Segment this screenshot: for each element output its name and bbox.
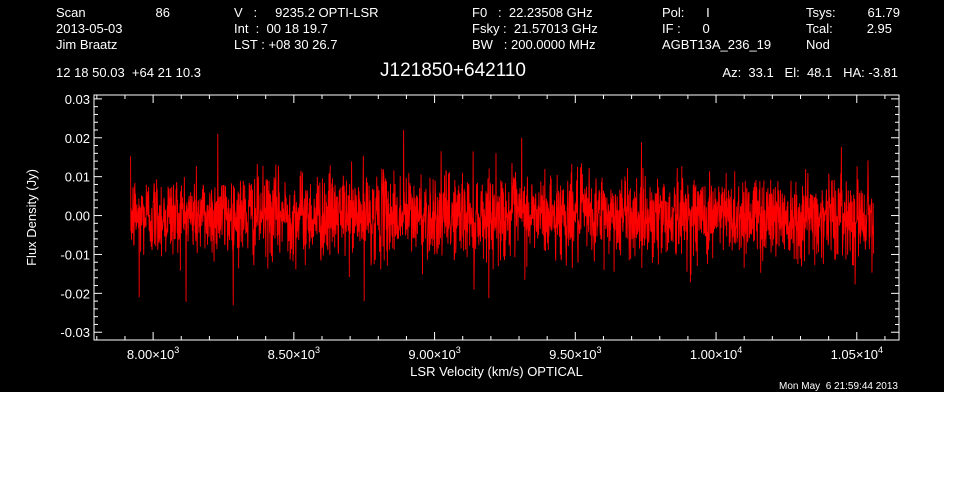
integration-time: Int : 00 18 19.7: [234, 21, 328, 36]
spectrum-trace-layer: [130, 129, 875, 306]
plot-frame: [93, 94, 900, 341]
y-tick-label: 0.01: [65, 170, 90, 185]
y-tick-label: -0.02: [60, 286, 90, 301]
y-tick-label: -0.03: [60, 325, 90, 340]
x-axis-label: LSR Velocity (km/s) OPTICAL: [410, 364, 583, 379]
bandwidth: BW : 200.0000 MHz: [472, 37, 596, 52]
axis-layer: 8.00×103 8.50×103 9.00×103 9.50×103 1.00×104…: [60, 92, 899, 362]
y-tick-label: 0.03: [65, 92, 90, 107]
x-tick-label: 9.00×103: [408, 345, 460, 362]
y-tick-label: 0.02: [65, 131, 90, 146]
y-axis-label: Flux Density (Jy): [24, 169, 39, 266]
plot-panel: Scan 86 2013-05-03 Jim Braatz V : 9235.2…: [0, 0, 944, 392]
rest-frequency: F0 : 22.23508 GHz: [472, 5, 593, 20]
observing-mode: Nod: [806, 37, 830, 52]
tcal-label: Tcal:: [806, 21, 833, 36]
x-tick-label: 8.50×103: [268, 345, 320, 362]
source-coordinates: 12 18 50.03 +64 21 10.3: [56, 65, 201, 80]
if-number: IF : 0: [662, 21, 710, 36]
scan-number: 86: [155, 5, 170, 20]
tsys-value: 61.79: [867, 5, 900, 20]
source-name: J121850+642110: [380, 60, 526, 81]
observer-name: Jim Braatz: [56, 37, 118, 52]
spectrum-series-line: [130, 129, 875, 306]
x-tick-label: 1.05×104: [831, 345, 883, 362]
timestamp: Mon May 6 21:59:44 2013: [779, 381, 898, 392]
observation-date: 2013-05-03: [56, 21, 123, 36]
scan-label: Scan: [56, 5, 86, 20]
project-id: AGBT13A_236_19: [662, 37, 772, 52]
tcal-value: 2.95: [866, 21, 892, 36]
spectrum-chart: 8.00×103 8.50×103 9.00×103 9.50×103 1.00×104…: [24, 92, 900, 379]
pointing-info: Az: 33.1 El: 48.1 HA: -3.81: [722, 65, 898, 80]
sky-frequency: Fsky : 21.57013 GHz: [472, 21, 598, 36]
polarization: Pol: I: [662, 5, 710, 20]
y-tick-label: 0.00: [65, 209, 90, 224]
x-tick-label: 9.50×103: [549, 345, 601, 362]
tsys-label: Tsys:: [806, 5, 836, 20]
x-tick-label: 8.00×103: [127, 345, 179, 362]
y-tick-label: -0.01: [60, 247, 90, 262]
velocity-info: V : 9235.2 OPTI-LSR: [234, 5, 379, 20]
x-tick-label: 1.00×104: [690, 345, 742, 362]
lst-info: LST : +08 30 26.7: [234, 37, 338, 52]
